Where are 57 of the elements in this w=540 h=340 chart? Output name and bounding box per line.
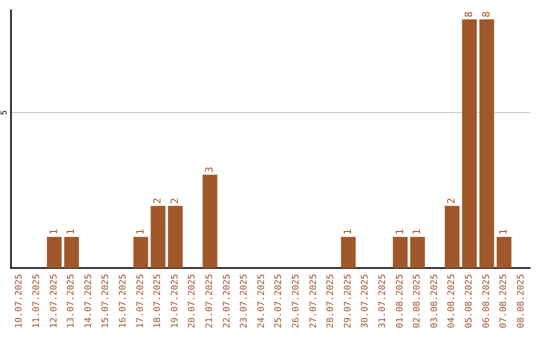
bar (341, 236, 356, 268)
bar (462, 19, 477, 268)
x-tick-label: 12.07.2025 (49, 274, 60, 328)
bar (150, 206, 166, 268)
bar (496, 236, 512, 268)
x-tick-label: 28.07.2025 (326, 274, 336, 328)
bar (479, 19, 494, 268)
x-tick-label: 07.08.2025 (499, 274, 510, 328)
x-tick-label: 06.08.2025 (482, 274, 492, 328)
x-tick-label: 29.07.2025 (343, 274, 354, 328)
data-label: 1 (342, 228, 354, 235)
x-tick-label: 13.07.2025 (66, 274, 77, 328)
x-tick-label: 01.08.2025 (395, 274, 406, 328)
x-tick-label: 24.07.2025 (256, 274, 267, 328)
data-label: 2 (152, 198, 164, 204)
data-label: 1 (394, 228, 406, 235)
bar (133, 236, 148, 268)
x-tick-label: 08.08.2025 (516, 274, 526, 328)
x-tick-label: 22.07.2025 (222, 274, 232, 328)
bar (168, 206, 183, 268)
data-label: 2 (446, 198, 458, 204)
x-tick-label: 26.07.2025 (291, 274, 302, 328)
bar (410, 236, 425, 268)
x-tick-label: 20.07.2025 (188, 274, 198, 328)
x-tick-label: 10.07.2025 (14, 274, 25, 328)
x-tick-label: 30.07.2025 (360, 274, 371, 328)
x-tick-label: 04.08.2025 (447, 274, 458, 328)
x-tick-label: 14.07.2025 (84, 274, 94, 328)
x-tick-label: 11.07.2025 (32, 274, 42, 328)
x-tick-label: 21.07.2025 (204, 274, 215, 328)
y-tick-label: 5 (0, 110, 8, 115)
data-label: 1 (66, 228, 78, 235)
x-tick-label: 18.07.2025 (153, 274, 164, 328)
data-label: 1 (412, 228, 424, 235)
bar (64, 236, 79, 268)
data-label: 2 (170, 198, 181, 204)
bar (444, 206, 460, 268)
x-tick-label: 27.07.2025 (308, 274, 319, 328)
bar (392, 236, 408, 268)
data-label: 1 (498, 228, 510, 235)
data-label: 3 (204, 166, 216, 173)
data-label: 1 (135, 228, 146, 235)
x-tick-label: 31.07.2025 (378, 274, 388, 328)
x-tick-label: 02.08.2025 (412, 274, 423, 328)
x-tick-label: 05.08.2025 (464, 274, 474, 328)
x-tick-label: 25.07.2025 (274, 274, 284, 328)
data-label: 1 (48, 228, 60, 235)
x-tick-label: 23.07.2025 (240, 274, 250, 328)
x-tick-label: 17.07.2025 (136, 274, 146, 328)
x-tick-label: 15.07.2025 (101, 274, 112, 328)
x-tick-label: 19.07.2025 (170, 274, 180, 328)
bar (202, 174, 218, 268)
data-label: 8 (481, 11, 492, 18)
x-tick-label: 16.07.2025 (118, 274, 128, 328)
bar (46, 236, 62, 268)
data-label: 8 (464, 11, 475, 18)
x-tick-label: 03.08.2025 (430, 274, 440, 328)
